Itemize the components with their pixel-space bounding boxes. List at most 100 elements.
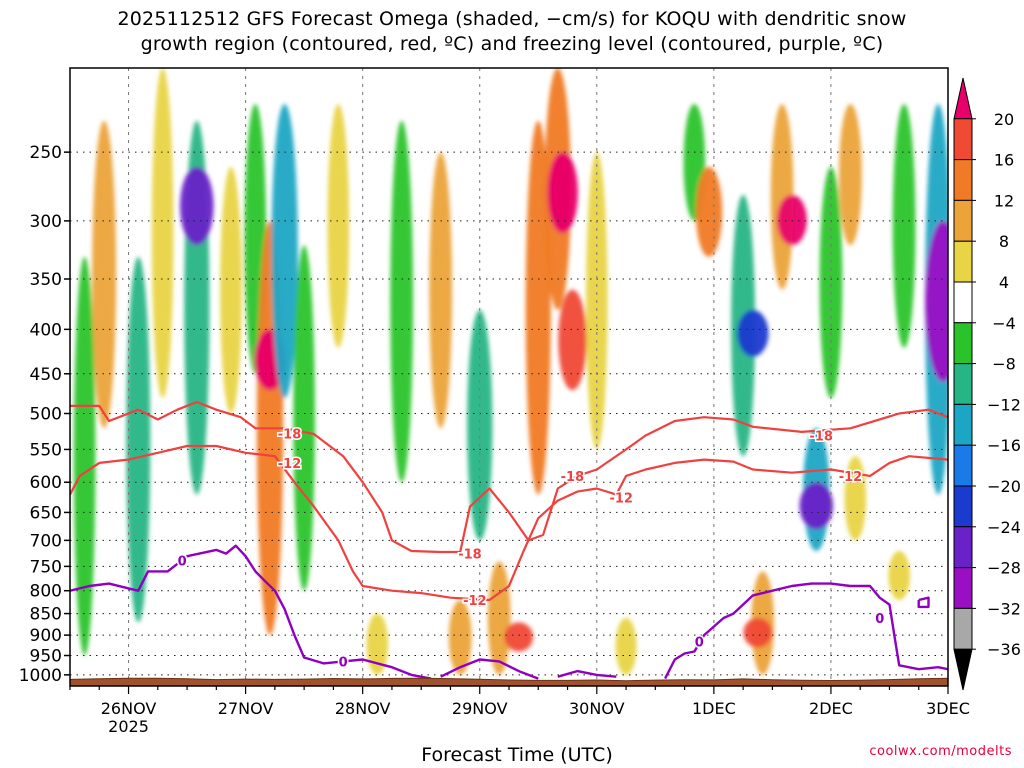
omega-blob-31 [743,617,773,648]
x-tick-label-2DEC: 2DEC [809,699,853,718]
dgz-label-1-3: -12 [839,470,863,485]
omega-blob-36 [819,166,843,399]
dgz-contour--18 [70,400,948,554]
omega-blob-5 [180,166,214,246]
colorbar-bin-6 [953,322,973,365]
dgz-label-0-2: -18 [561,470,585,485]
colorbar-label-1: 16 [994,151,1014,170]
colorbar-bin-12 [953,567,973,609]
omega-blob-0 [73,256,96,656]
chart-title-line-1: 2025112512 GFS Forecast Omega (shaded, −… [117,8,907,30]
y-tick-label-700: 700 [30,531,62,551]
freezing-level-seg-2 [557,669,617,678]
colorbar-bin-13 [953,607,973,650]
colorbar-label-11: −28 [987,559,1021,578]
omega-blob-35 [799,482,834,530]
x-tick-label-28NOV: 28NOV [335,699,391,718]
x-tick-label-29NOV: 29NOV [452,699,508,718]
x-tick-label-27NOV: 27NOV [218,699,274,718]
y-tick-label-800: 800 [30,582,62,602]
freezing-level-seg-0 [70,544,432,680]
colorbar-label-4: 4 [999,273,1009,292]
omega-blob-33 [776,194,807,246]
omega-blob-15 [467,310,493,541]
freezing-level-seg-1 [440,658,539,680]
omega-blob-1 [92,120,117,429]
plot-background [70,68,948,686]
y-tick-label-350: 350 [30,270,62,290]
colorbar-label-2: 12 [994,191,1014,210]
omega-shading [73,68,948,675]
colorbar-bin-10 [953,485,973,528]
x-tick-label-1DEC: 1DEC [692,699,736,718]
colorbar-label-8: −16 [987,436,1021,455]
omega-blob-29 [737,310,769,357]
omega-blob-10 [271,103,298,399]
colorbar-label-12: −32 [987,599,1021,618]
y-tick-label-600: 600 [30,473,62,493]
y-tick-label-900: 900 [30,626,62,646]
y-tick-label-500: 500 [30,404,62,424]
contour-labels: -18 -18 -18 -18 -12 -12 -12 -12 0 0 0 0 [176,426,886,672]
omega-blob-40 [888,550,911,601]
y-tick-label-300: 300 [30,212,62,232]
colorbar-bin-3 [953,199,973,242]
omega-blob-23 [448,600,472,675]
y-tick-label-250: 250 [30,143,62,163]
omega-blob-14 [429,152,453,429]
colorbar: 20 16 12 8 4 −4 −8 −12 −16 −20 −24 −28 −32 −36 [953,77,1021,691]
omega-blob-39 [892,103,916,348]
x-axis-label: Forecast Time (UTC) [421,744,613,766]
y-tick-label-650: 650 [30,503,62,523]
y-tick-label-550: 550 [30,440,62,460]
dgz-label-0-1: -18 [458,548,482,563]
omega-blob-6 [220,166,242,414]
dgz-label-0-0: -18 [278,427,302,442]
omega-blob-24 [366,613,389,675]
y-tick-label-1000: 1000 [19,666,62,686]
colorbar-bin-9 [953,444,973,487]
x-tick-label-26NOV: 26NOV [101,699,157,718]
omega-blob-12 [327,103,350,348]
freezing-level-seg-3 [664,582,948,680]
omega-blob-25 [615,617,637,675]
colorbar-bin-11 [953,526,973,569]
x-tick-sublabel-26NOV: 2025 [108,717,149,736]
colorbar-label-5: −4 [992,314,1016,333]
colorbar-label-10: −24 [987,518,1021,537]
omega-blob-18 [525,120,551,495]
omega-blob-21 [558,289,587,391]
terrain [69,677,949,687]
dgz-label-1-1: -12 [463,594,487,609]
omega-blob-42 [925,220,948,383]
colorbar-bin-7 [953,363,973,405]
contour-lines [70,400,948,680]
omega-blob-13 [390,120,414,483]
x-tick-label-3DEC: 3DEC [926,699,970,718]
freezing-label-0: 0 [178,554,187,569]
omega-blob-2 [126,256,151,623]
colorbar-label-6: −8 [992,355,1016,374]
colorbar-bin-4 [953,240,973,283]
colorbar-bin-2 [953,159,973,201]
dgz-label-1-2: -12 [609,492,633,507]
omega-blob-27 [695,166,723,257]
dgz-label-1-0: -12 [278,457,302,472]
omega-blob-37 [839,103,862,246]
colorbar-bin-5 [953,281,973,324]
dgz-contour--12 [70,444,948,602]
omega-blob-group [73,68,948,675]
colorbar-label-9: −20 [987,477,1021,496]
omega-blob-38 [844,456,867,541]
site-credit[interactable]: coolwx.com/modelts [869,744,1012,759]
omega-blob-16 [487,561,511,675]
colorbar-label-0: 20 [994,110,1014,129]
y-tick-label-850: 850 [30,605,62,625]
omega-blob-20 [547,152,578,234]
chart-title-line-2: growth region (contoured, red, ºC) and f… [140,33,884,55]
freezing-label-3: 0 [875,612,884,627]
colorbar-bin-8 [953,403,973,446]
y-tick-label-950: 950 [30,647,62,667]
